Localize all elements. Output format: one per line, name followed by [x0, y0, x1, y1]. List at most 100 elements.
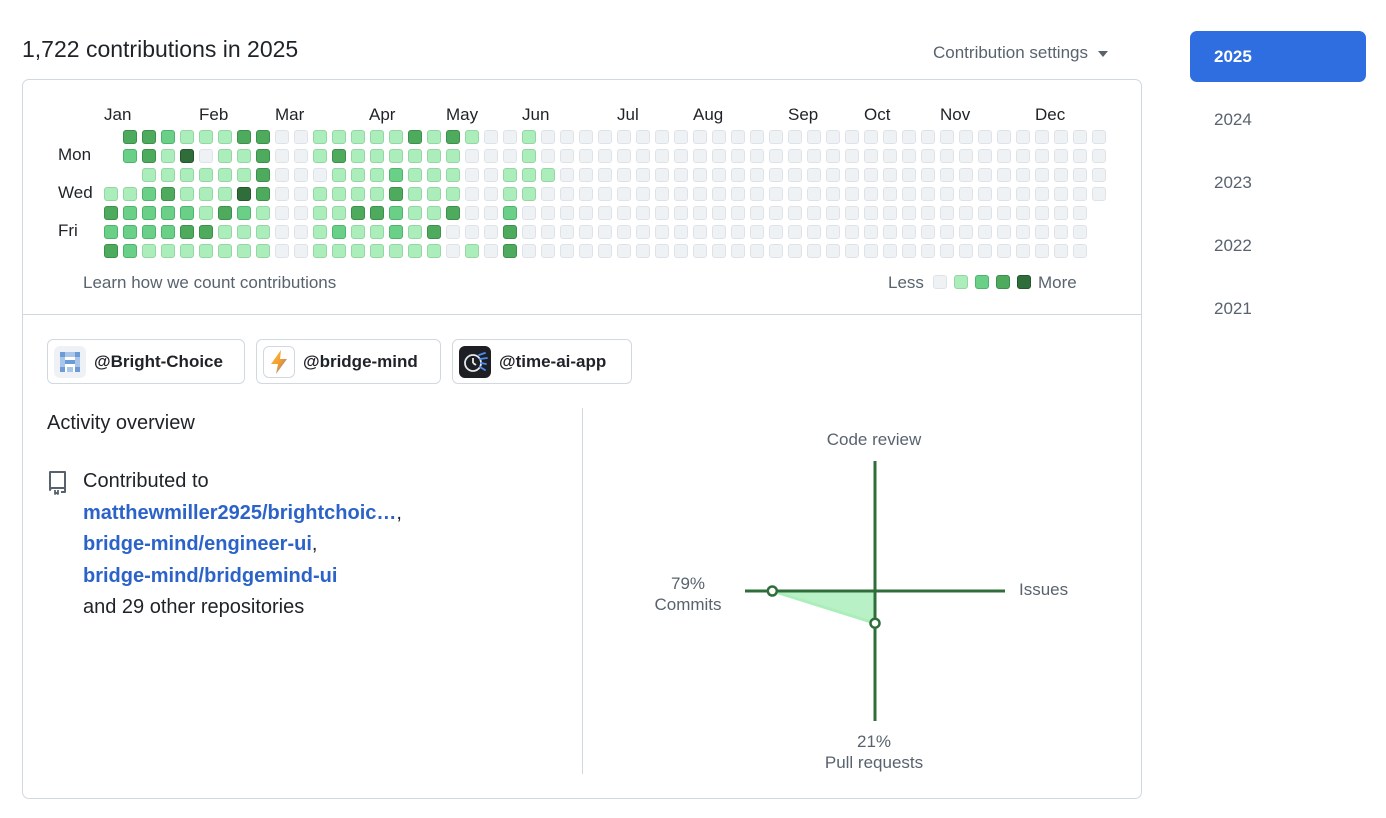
contribution-day[interactable] [370, 168, 384, 182]
contribution-day[interactable] [769, 130, 783, 144]
contribution-day[interactable] [389, 168, 403, 182]
contribution-day[interactable] [408, 187, 422, 201]
org-time-ai-app[interactable]: @time-ai-app [452, 339, 632, 384]
contribution-day[interactable] [845, 206, 859, 220]
contribution-day[interactable] [332, 149, 346, 163]
contribution-day[interactable] [1054, 225, 1068, 239]
contribution-day[interactable] [902, 206, 916, 220]
contribution-day[interactable] [541, 206, 555, 220]
contribution-day[interactable] [978, 149, 992, 163]
contribution-day[interactable] [503, 149, 517, 163]
contribution-day[interactable] [712, 187, 726, 201]
contribution-day[interactable] [256, 225, 270, 239]
contribution-day[interactable] [674, 130, 688, 144]
contribution-day[interactable] [826, 244, 840, 258]
contribution-day[interactable] [769, 225, 783, 239]
contribution-day[interactable] [674, 206, 688, 220]
contribution-day[interactable] [408, 168, 422, 182]
contribution-day[interactable] [484, 149, 498, 163]
contribution-day[interactable] [617, 187, 631, 201]
contribution-day[interactable] [427, 244, 441, 258]
contribution-day[interactable] [199, 225, 213, 239]
contribution-day[interactable] [959, 130, 973, 144]
contribution-day[interactable] [750, 130, 764, 144]
contribution-day[interactable] [655, 206, 669, 220]
contribution-day[interactable] [427, 130, 441, 144]
contribution-day[interactable] [484, 168, 498, 182]
contribution-day[interactable] [332, 225, 346, 239]
contribution-day[interactable] [712, 149, 726, 163]
contribution-day[interactable] [750, 187, 764, 201]
contribution-day[interactable] [617, 168, 631, 182]
contribution-day[interactable] [503, 244, 517, 258]
contribution-day[interactable] [522, 130, 536, 144]
contribution-day[interactable] [693, 225, 707, 239]
contribution-day[interactable] [123, 206, 137, 220]
contribution-day[interactable] [959, 187, 973, 201]
contribution-day[interactable] [674, 187, 688, 201]
contribution-day[interactable] [940, 187, 954, 201]
contribution-day[interactable] [446, 244, 460, 258]
contribution-day[interactable] [541, 149, 555, 163]
year-2021[interactable]: 2021 [1214, 299, 1252, 318]
contribution-day[interactable] [389, 149, 403, 163]
contribution-day[interactable] [826, 149, 840, 163]
contribution-day[interactable] [788, 130, 802, 144]
contribution-day[interactable] [465, 187, 479, 201]
contribution-day[interactable] [161, 130, 175, 144]
learn-contributions-link[interactable]: Learn how we count contributions [83, 273, 337, 292]
contribution-day[interactable] [256, 206, 270, 220]
contribution-day[interactable] [237, 206, 251, 220]
contribution-day[interactable] [408, 225, 422, 239]
contribution-day[interactable] [161, 244, 175, 258]
repo-link-bridgemind-ui[interactable]: bridge-mind/bridgemind-ui [83, 564, 338, 587]
contribution-day[interactable] [560, 206, 574, 220]
contribution-day[interactable] [142, 206, 156, 220]
contribution-day[interactable] [731, 244, 745, 258]
contribution-day[interactable] [807, 206, 821, 220]
contribution-day[interactable] [598, 244, 612, 258]
contribution-day[interactable] [104, 225, 118, 239]
contribution-day[interactable] [712, 130, 726, 144]
contribution-day[interactable] [1073, 187, 1087, 201]
contribution-day[interactable] [484, 225, 498, 239]
contribution-day[interactable] [275, 130, 289, 144]
contribution-day[interactable] [1054, 206, 1068, 220]
contribution-day[interactable] [1073, 168, 1087, 182]
contribution-day[interactable] [237, 244, 251, 258]
contribution-day[interactable] [1054, 149, 1068, 163]
contribution-day[interactable] [883, 206, 897, 220]
contribution-day[interactable] [712, 225, 726, 239]
contribution-day[interactable] [218, 244, 232, 258]
contribution-day[interactable] [123, 187, 137, 201]
contribution-day[interactable] [959, 244, 973, 258]
contribution-day[interactable] [1016, 130, 1030, 144]
contribution-day[interactable] [598, 149, 612, 163]
contribution-day[interactable] [655, 225, 669, 239]
contribution-day[interactable] [522, 225, 536, 239]
contribution-day[interactable] [921, 244, 935, 258]
contribution-day[interactable] [161, 149, 175, 163]
contribution-day[interactable] [237, 149, 251, 163]
contribution-day[interactable] [180, 149, 194, 163]
contribution-day[interactable] [598, 130, 612, 144]
contribution-day[interactable] [731, 206, 745, 220]
contribution-day[interactable] [1035, 225, 1049, 239]
contribution-day[interactable] [370, 130, 384, 144]
contribution-day[interactable] [218, 168, 232, 182]
contribution-day[interactable] [883, 149, 897, 163]
contribution-day[interactable] [180, 168, 194, 182]
contribution-day[interactable] [902, 168, 916, 182]
contribution-day[interactable] [769, 149, 783, 163]
contribution-day[interactable] [484, 130, 498, 144]
contribution-day[interactable] [712, 206, 726, 220]
contribution-day[interactable] [826, 130, 840, 144]
contribution-day[interactable] [579, 225, 593, 239]
contribution-day[interactable] [180, 187, 194, 201]
contribution-day[interactable] [313, 130, 327, 144]
contribution-day[interactable] [294, 187, 308, 201]
contribution-day[interactable] [142, 225, 156, 239]
contribution-day[interactable] [370, 206, 384, 220]
contribution-day[interactable] [693, 168, 707, 182]
contribution-day[interactable] [275, 187, 289, 201]
